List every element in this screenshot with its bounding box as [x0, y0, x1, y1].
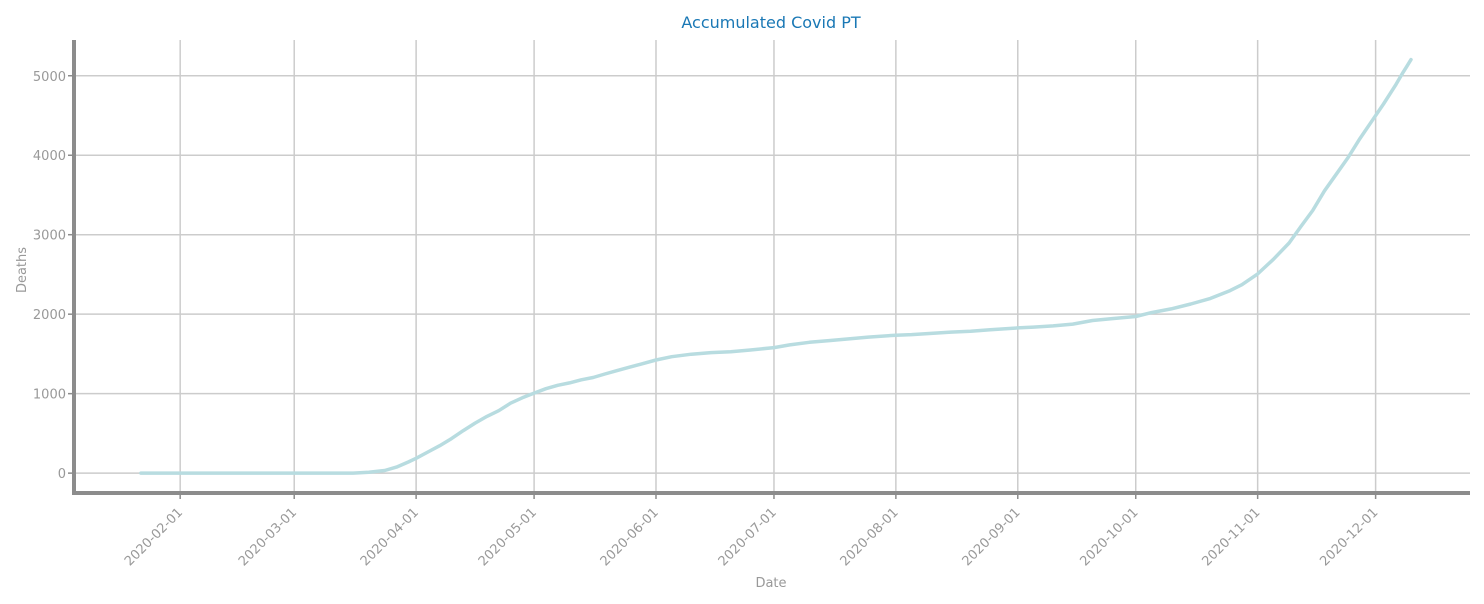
series-line [139, 57, 1413, 475]
x-tick-label: 2020-12-01 [1317, 505, 1381, 569]
x-tick-label: 2020-05-01 [476, 505, 540, 569]
y-tick-label: 0 [58, 467, 66, 482]
y-tick-label: 4000 [33, 149, 66, 164]
x-tick-label: 2020-07-01 [716, 505, 780, 569]
y-tick-label: 1000 [33, 388, 66, 403]
x-tick-label: 2020-08-01 [838, 505, 902, 569]
y-axis-label: Deaths [15, 247, 30, 293]
x-tick-label: 2020-10-01 [1078, 505, 1142, 569]
x-tick-label: 2020-06-01 [598, 505, 662, 569]
x-tick-label: 2020-03-01 [236, 505, 300, 569]
grid-lines [74, 40, 1470, 493]
plot-area [139, 57, 1413, 475]
x-tick-label: 2020-02-01 [122, 505, 186, 569]
y-tick-label: 5000 [33, 70, 66, 85]
y-tick-label: 2000 [33, 308, 66, 323]
x-tick-label: 2020-04-01 [358, 505, 422, 569]
x-tick-label: 2020-09-01 [960, 505, 1024, 569]
y-axis-ticks: 0 1000 2000 3000 4000 5000 [33, 70, 74, 482]
chart-title: Accumulated Covid PT [681, 13, 861, 32]
y-tick-label: 3000 [33, 229, 66, 244]
x-axis-label: Date [755, 576, 786, 591]
axes-spines [72, 40, 1470, 495]
x-axis-ticks: 2020-02-01 2020-03-01 2020-04-01 2020-05-01… [122, 493, 1381, 569]
x-tick-label: 2020-11-01 [1199, 505, 1263, 569]
